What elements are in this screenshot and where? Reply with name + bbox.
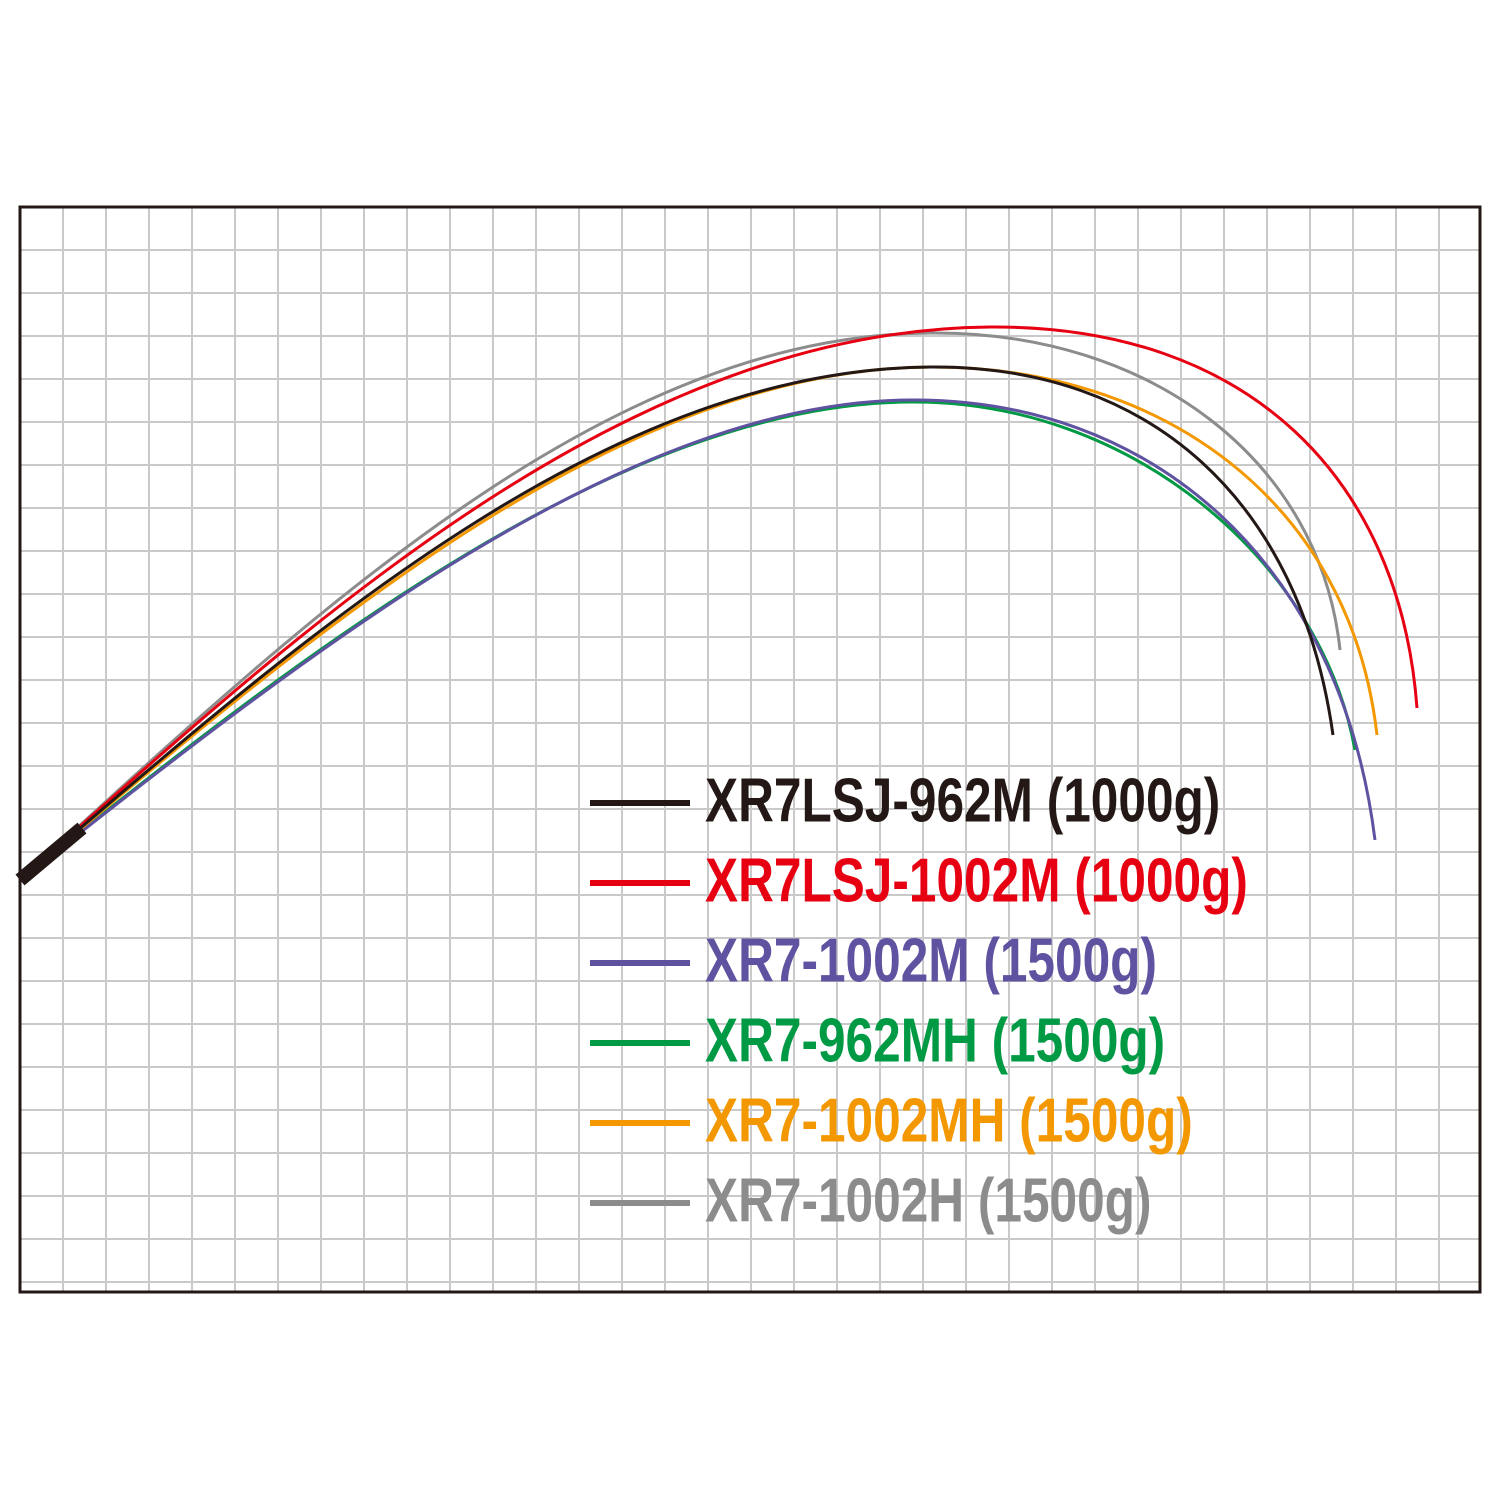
- legend-label: XR7-1002H (1500g): [705, 1165, 1151, 1235]
- curve: [19, 365, 1335, 882]
- legend-label: XR7-1002M (1500g): [705, 925, 1157, 995]
- grid: [20, 207, 1480, 1292]
- curve: [19, 398, 1377, 882]
- bend-curves: [18, 325, 1419, 882]
- curve: [18, 331, 1342, 882]
- legend-label: XR7-962MH (1500g): [705, 1005, 1165, 1075]
- legend-label: XR7LSJ-962M (1000g): [705, 765, 1220, 835]
- legend: XR7LSJ-962M (1000g) XR7LSJ-1002M (1000g) X…: [590, 765, 1248, 1235]
- rod-butt: [15, 822, 87, 886]
- legend-label: XR7LSJ-1002M (1000g): [705, 845, 1248, 915]
- legend-label: XR7-1002MH (1500g): [705, 1085, 1193, 1155]
- frame: [18, 205, 1482, 1294]
- curve: [19, 325, 1419, 882]
